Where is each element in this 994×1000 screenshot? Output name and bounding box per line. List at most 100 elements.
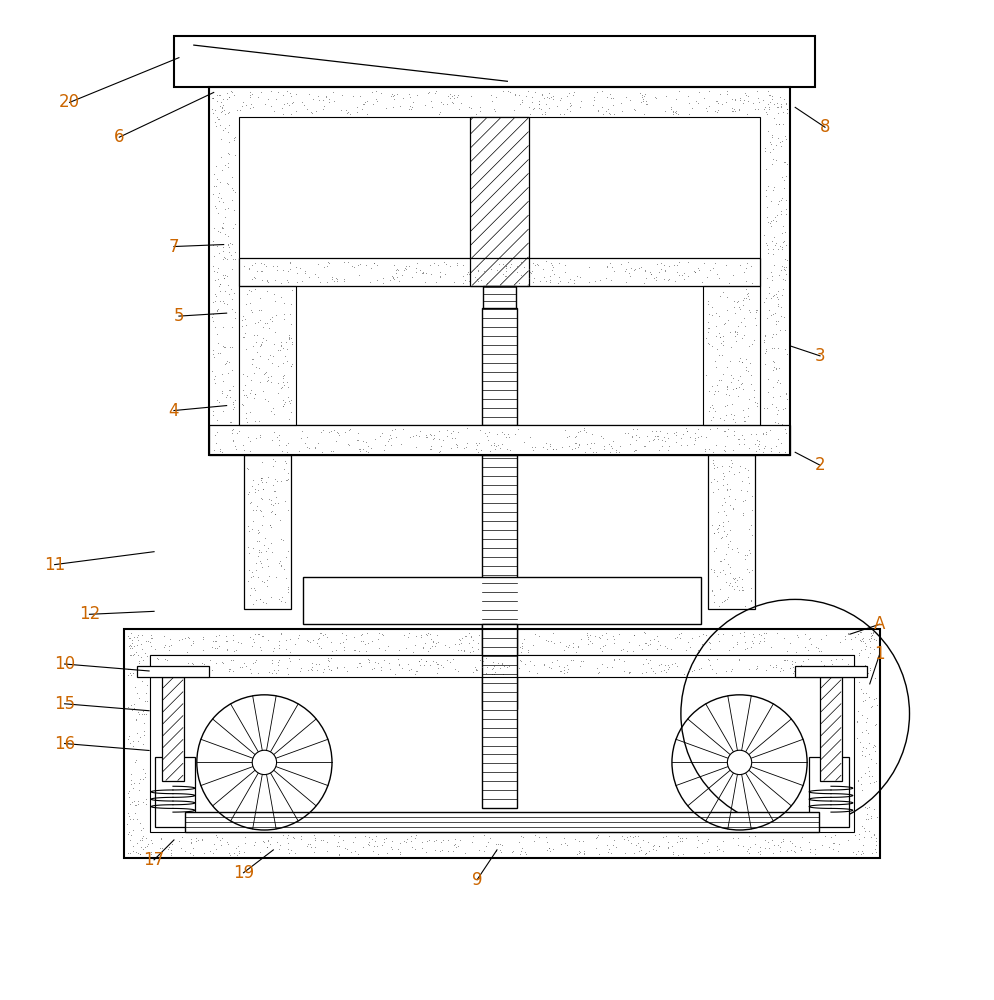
Point <box>252 312 268 328</box>
Point <box>144 835 160 851</box>
Point <box>814 837 830 853</box>
Point <box>384 268 400 284</box>
Point <box>263 504 279 520</box>
Point <box>758 188 774 204</box>
Point <box>338 627 354 643</box>
Point <box>455 275 471 291</box>
Point <box>720 526 736 542</box>
Point <box>716 412 732 428</box>
Point <box>137 693 153 709</box>
Point <box>258 439 274 455</box>
Point <box>257 847 273 863</box>
Text: 12: 12 <box>79 605 100 623</box>
Point <box>646 837 662 853</box>
Point <box>567 275 582 291</box>
Point <box>772 89 788 105</box>
Point <box>352 443 368 459</box>
Text: 8: 8 <box>820 118 830 136</box>
Point <box>390 428 406 444</box>
Point <box>275 106 291 122</box>
Point <box>211 193 227 209</box>
Point <box>731 652 746 668</box>
Point <box>418 653 434 669</box>
Point <box>751 436 767 452</box>
Point <box>204 662 220 678</box>
Point <box>428 654 444 670</box>
Point <box>253 470 269 486</box>
Point <box>336 423 352 439</box>
Point <box>120 630 136 646</box>
Point <box>362 431 378 447</box>
Point <box>524 89 540 105</box>
Point <box>598 270 614 286</box>
Point <box>770 298 786 314</box>
Point <box>775 261 791 277</box>
Point <box>394 267 410 283</box>
Point <box>365 84 381 100</box>
Point <box>606 631 622 647</box>
Point <box>121 637 137 653</box>
Point <box>717 592 733 608</box>
Bar <box>124 629 150 858</box>
Point <box>680 254 696 270</box>
Point <box>782 842 798 858</box>
Point <box>210 829 226 845</box>
Point <box>588 840 604 856</box>
Point <box>245 521 260 537</box>
Point <box>732 101 747 117</box>
Point <box>627 102 643 118</box>
Point <box>129 647 145 663</box>
Point <box>225 632 241 648</box>
Point <box>761 99 777 115</box>
Point <box>439 843 455 859</box>
Point <box>684 100 700 116</box>
Point <box>706 400 722 416</box>
Point <box>574 439 589 455</box>
Point <box>355 839 371 855</box>
Point <box>725 455 741 471</box>
Point <box>209 238 225 254</box>
Point <box>237 829 252 845</box>
Point <box>266 495 282 511</box>
Point <box>473 272 489 288</box>
Text: 17: 17 <box>143 851 165 869</box>
Point <box>627 261 643 277</box>
Point <box>206 178 222 194</box>
Point <box>315 422 331 438</box>
Point <box>349 432 365 448</box>
Point <box>224 339 240 355</box>
Point <box>351 643 367 659</box>
Point <box>325 443 341 459</box>
Point <box>634 428 650 444</box>
Point <box>521 261 537 277</box>
Point <box>791 666 807 682</box>
Point <box>344 258 360 274</box>
Point <box>593 439 609 455</box>
Point <box>747 310 763 326</box>
Point <box>573 423 588 439</box>
Point <box>247 390 262 406</box>
Point <box>502 633 518 649</box>
Point <box>261 311 277 327</box>
Point <box>377 642 393 658</box>
Point <box>858 685 874 701</box>
Point <box>563 652 579 668</box>
Point <box>236 382 251 398</box>
Point <box>542 268 558 284</box>
Point <box>222 845 238 861</box>
Point <box>433 657 449 673</box>
Point <box>769 95 785 111</box>
Point <box>797 639 813 655</box>
Point <box>713 530 729 546</box>
Point <box>786 843 802 859</box>
Point <box>428 274 444 290</box>
Point <box>810 640 826 656</box>
Point <box>387 666 403 682</box>
Point <box>742 828 757 844</box>
Point <box>305 91 321 107</box>
Point <box>336 642 352 658</box>
Point <box>521 663 537 679</box>
Point <box>128 685 144 701</box>
Point <box>520 422 536 438</box>
Point <box>208 375 224 391</box>
